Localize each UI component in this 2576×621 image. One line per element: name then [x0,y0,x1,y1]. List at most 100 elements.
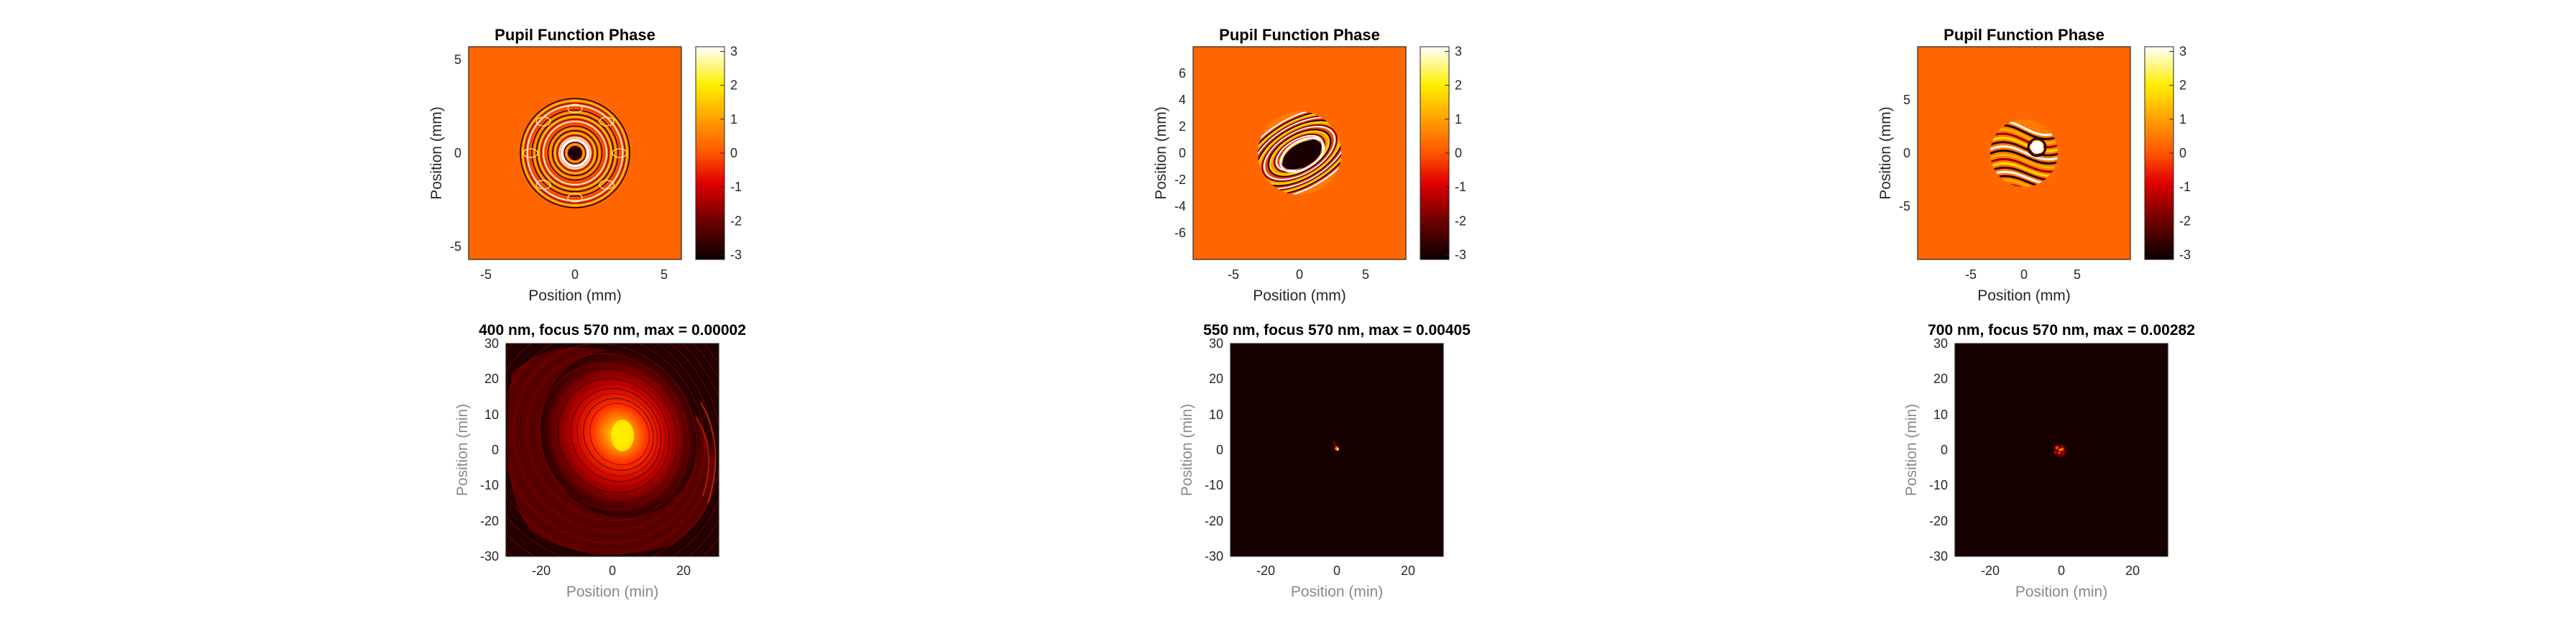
pupil-panel-1: Pupil Function Phase -5 0 5 5 0 -5 Posit… [428,26,742,304]
pupil-y-tick-2-g: -6 [1174,226,1186,240]
colorbar-tick-label: 0 [2179,146,2186,160]
psf-y-tick-2-b: 20 [1209,372,1223,386]
phase-ring [522,100,628,206]
pupil-xlabel-2: Position (mm) [1253,288,1346,304]
colorbar-tick-label: -2 [2179,213,2191,228]
phase-swirl [1990,141,2058,157]
phase-fringe [1258,111,1341,195]
pupil-y-tick-2-f: -4 [1174,199,1186,213]
phase-ring [566,144,584,162]
phase-ring [524,102,626,204]
psf-spot-2 [1333,441,1340,452]
pupil-x-tick-1-b: 0 [571,267,579,282]
phase-ring [535,114,615,193]
phase-fringe [1261,124,1338,183]
phase-swirl [1990,145,2058,161]
phase-ring [540,119,610,188]
pupil-xlabel-1: Position (mm) [528,288,622,304]
psf-ylabel-1: Position (min) [454,404,471,496]
psf-y-tick-2-c: 10 [1209,408,1223,422]
phase-swirl [1990,158,2058,173]
colorbar-tick-label: -1 [730,180,742,194]
psf-fringe [551,373,674,499]
psf-x-tick-3-c: 20 [2125,564,2140,578]
phase-swirl [1990,154,2058,169]
psf-title-3: 700 nm, focus 570 nm, max = 0.00282 [1928,322,2195,339]
pupil-y-tick-2-e: -2 [1174,172,1186,187]
psf-y-tick-1-c: 10 [484,408,499,422]
phase-ring [526,104,624,202]
pupil-phase-pattern-1 [519,97,631,209]
colorbar-tick-label: 1 [1455,112,1462,126]
phase-ring [556,134,594,172]
phase-swirl-center [2030,141,2043,154]
colorbar-tick-label: 3 [2179,45,2186,59]
colorbar-tick-label: 2 [730,78,737,93]
pupil-x-ticks-3: -5 0 5 [1965,267,2081,282]
psf-fringe [519,348,694,527]
psf-y-tick-2-d: 0 [1216,443,1223,457]
pupil-x-tick-2-b: 0 [1296,267,1303,282]
phase-fringe [1258,111,1341,195]
psf-y-tick-2-a: 30 [1209,336,1223,351]
phase-fringe [1258,116,1341,190]
psf-fringe [570,387,662,482]
pupil-x-tick-3-a: -5 [1965,267,1977,282]
phase-center [568,146,582,160]
psf-fringe [513,344,698,533]
psf-peak [611,420,634,451]
psf-fringe [589,402,650,466]
phase-ring [533,111,617,195]
pupil-y-tick-3-a: 5 [1903,93,1910,107]
psf-blur-1 [506,344,719,556]
phase-moire [567,104,583,114]
psf-fringe [506,344,709,549]
colorbar-tick-label: 0 [730,146,737,160]
pupil-x-tick-2-a: -5 [1228,267,1239,282]
psf-fringe [506,344,719,556]
phase-swirl [1990,132,2058,149]
psf-fringe [506,344,719,556]
phase-core-edge [1279,137,1325,173]
pupil-y-ticks-2: 6 4 2 0 -2 -4 -6 [1174,66,1186,240]
pupil-title-2: Pupil Function Phase [1219,26,1380,44]
psf-fringe [525,353,690,521]
phase-ring [528,107,621,200]
phase-moire [535,116,551,126]
psf-fringe [557,378,670,494]
psf-fringe [506,344,719,556]
psf-y-tick-2-f: -20 [1205,514,1223,528]
psf-fringe [506,344,706,544]
colorbar-tick-label: -3 [1455,247,1466,262]
psf-fringe [532,358,686,516]
psf-title-2: 550 nm, focus 570 nm, max = 0.00405 [1203,322,1471,339]
colorbar-tick-label: -1 [2179,180,2191,194]
psf-x-tick-1-c: 20 [676,564,691,578]
phase-ring [549,127,601,179]
pupil-x-tick-1-c: 5 [661,267,668,282]
pupil-x-tick-3-b: 0 [2020,267,2028,282]
pupil-x-ticks-2: -5 0 5 [1228,267,1369,282]
pupil-panel-2: Pupil Function Phase -5 0 5 6 4 2 0 -2 -… [1153,26,1466,304]
psf-x-tick-3-b: 0 [2058,564,2065,578]
colorbar-tick-label: 2 [2179,78,2186,93]
psf-ylabel-3: Position (min) [1903,404,1920,496]
phase-ring [543,121,607,185]
colorbar-tick-label: -2 [730,213,742,228]
pupil-x-ticks-1: -5 0 5 [480,267,668,282]
colorbar-tick-label: 1 [2179,112,2186,126]
phase-ring [551,130,598,177]
psf-fringe [507,344,702,538]
pupil-x-tick-1-a: -5 [480,267,492,282]
psf-xlabel-2: Position (min) [1291,584,1383,600]
pupil-y-ticks-1: 5 0 -5 [450,52,461,254]
psf-x-tick-2-b: 0 [1333,564,1340,578]
phase-swirl [1990,137,2058,152]
psf-fringe [506,344,714,555]
phase-swirl-edge [2027,137,2047,157]
psf-y-tick-3-c: 10 [1933,408,1948,422]
pupil-ylabel-2: Position (mm) [1153,106,1169,200]
pupil-y-tick-1-a: 5 [454,52,461,67]
colorbar-tick-label: -3 [2179,247,2191,262]
